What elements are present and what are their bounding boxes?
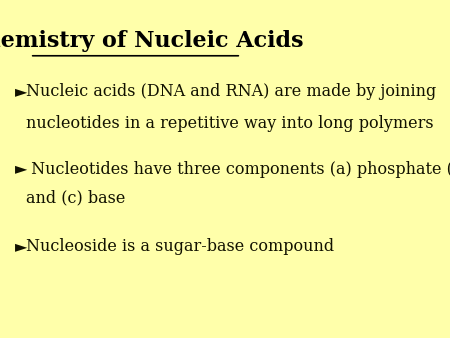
Text: Chemistry of Nucleic Acids: Chemistry of Nucleic Acids: [0, 29, 304, 52]
Text: ►: ►: [15, 83, 27, 100]
Text: Nucleotides have three components (a) phosphate (b) sugar: Nucleotides have three components (a) ph…: [26, 161, 450, 177]
Text: and (c) base: and (c) base: [26, 189, 125, 206]
Text: nucleotides in a repetitive way into long polymers: nucleotides in a repetitive way into lon…: [26, 115, 433, 132]
Text: ►: ►: [15, 161, 27, 177]
Text: Nucleoside is a sugar-base compound: Nucleoside is a sugar-base compound: [26, 238, 334, 255]
Text: ►: ►: [15, 238, 27, 255]
Text: Nucleic acids (DNA and RNA) are made by joining: Nucleic acids (DNA and RNA) are made by …: [26, 83, 436, 100]
